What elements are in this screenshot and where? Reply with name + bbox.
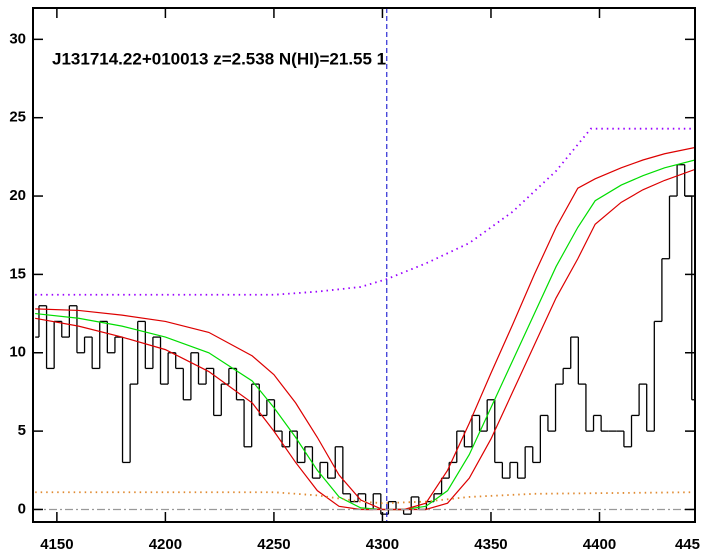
series-line [35, 491, 695, 505]
y-tick-label: 20 [9, 187, 26, 204]
x-tick-label: 4250 [257, 536, 290, 553]
x-tick-label: 4150 [40, 536, 73, 553]
y-tick-label: 5 [18, 422, 26, 439]
series-line [35, 127, 695, 296]
series-line [35, 159, 695, 511]
x-tick-label: 445 [675, 536, 700, 553]
series-line [35, 168, 695, 511]
plot-area [33, 8, 695, 522]
x-tick-label: 4300 [366, 536, 399, 553]
y-tick-label: 30 [9, 30, 26, 47]
y-tick-label: 25 [9, 109, 26, 126]
chart-title: J131714.22+010013 z=2.538 N(HI)=21.55 1 [52, 49, 386, 68]
y-tick-label: 0 [18, 500, 26, 517]
y-tick-label: 10 [9, 344, 26, 361]
y-tick-label: 15 [9, 265, 26, 282]
x-tick-label: 4400 [583, 536, 616, 553]
x-tick-label: 4350 [474, 536, 507, 553]
series-line [35, 146, 695, 511]
x-tick-label: 4200 [149, 536, 182, 553]
axes-frame [32, 7, 696, 523]
